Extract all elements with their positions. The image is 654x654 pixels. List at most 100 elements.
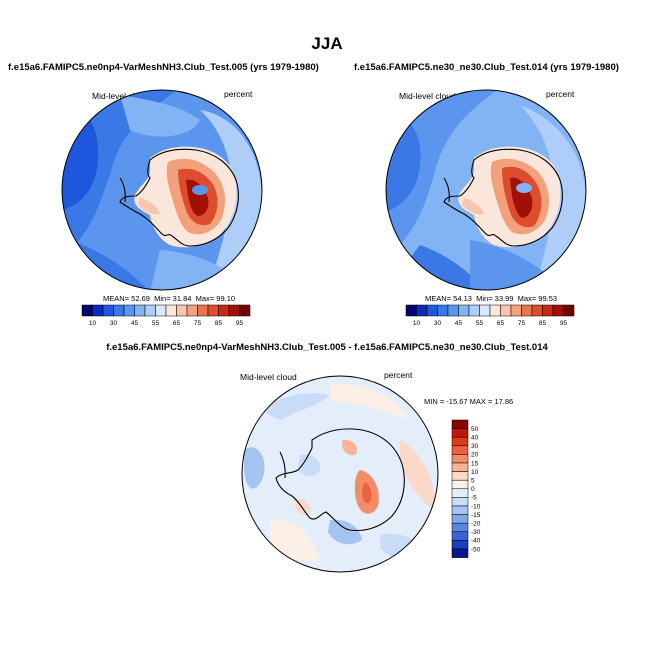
panel2-colorbar-tick: 10 [413,320,421,327]
panel1-title: f.e15a6.FAMIPC5.ne0np4-VarMeshNH3.Club_T… [8,62,319,73]
panel1-field-label: Mid-level cloud [92,91,149,101]
panel3-colorbar-tick: -15 [471,512,481,519]
panel2-colorbar-box [405,304,417,317]
panel2-colorbar-box [510,304,522,317]
panel3-colorbar-tick: -40 [471,538,481,545]
panel2-max-label: Max= [517,294,537,303]
panel1-stats: MEAN= 52.69 Min= 31.84 Max= 99.10 [103,294,235,303]
panel2-colorbar-tick: 95 [560,320,568,327]
panel3-colorbar-box [451,445,469,455]
panel1-mean-value: 52.69 [131,294,150,303]
panel1-colorbar-box [176,304,188,317]
panel1-min-label: Min= [154,294,171,303]
panel2-min-value: 33.99 [494,294,514,303]
panel2-colorbar-box [542,304,554,317]
panel2-colorbar-box [437,304,449,317]
panel1-colorbar-box [134,304,146,317]
panel1-map [62,90,262,290]
panel3-colorbar-tick: 15 [471,460,479,467]
panel2-colorbar-box [489,304,501,317]
panel3-field-label: Mid-level cloud [240,372,297,382]
panel2-units-label: percent [546,89,575,99]
panel3-colorbar-box [451,471,469,481]
panel3-colorbar-tick: 30 [471,443,479,450]
panel1-min-value: 31.84 [172,294,192,303]
panel3-colorbar-box [451,419,469,429]
panel2-max-value: 99.53 [538,294,558,303]
panel2-colorbar-tick: 65 [497,320,505,327]
panel1-colorbar-box [228,304,240,317]
panel1-colorbar-box [218,304,230,317]
panel1-colorbar-box [197,304,209,317]
panel3-colorbar-box [451,488,469,498]
panel1-colorbar-tick: 75 [194,320,202,327]
panel2-colorbar-box [531,304,543,317]
panel1-colorbar-box [144,304,156,317]
panel3-colorbar-box [451,462,469,472]
panel3-colorbar-box [451,531,469,541]
panel2-mean-label: MEAN= [425,294,452,303]
panel1-colorbar-tick: 85 [215,320,223,327]
panel3-colorbar-tick: 10 [471,469,479,476]
panel1-colorbar-box [155,304,167,317]
panel1-colorbar-box [207,304,219,317]
panel2-colorbar-tick: 55 [476,320,484,327]
panel1-max-label: Max= [195,294,215,303]
panel3-colorbar-tick: 20 [471,452,479,459]
panel3-colorbar-tick: 50 [471,426,479,433]
panel3-colorbar-box [451,436,469,447]
panel1-colorbar-tick: 65 [173,320,181,327]
panel3-colorbar-tick: -10 [471,503,481,510]
panel2-colorbar-box [468,304,480,317]
panel2-colorbar-box [552,304,564,317]
panel3-colorbar-tick: 5 [471,478,475,485]
panel3-colorbar-tick: -30 [471,529,481,536]
panel2-colorbar-box [426,304,438,317]
panel1-colorbar-box [123,304,135,317]
panel2-colorbar-tick: 85 [539,320,547,327]
panel1-colorbar-tick: 95 [236,320,244,327]
panel2-field-label: Mid-level cloud [399,91,456,101]
panel3-colorbar-box [451,505,469,515]
panel3-colorbar-box [451,479,469,490]
panel2-colorbar-tick: 75 [518,320,526,327]
panel3-colorbar-box [451,428,469,438]
panel2-colorbar-box [500,304,512,317]
panel1-colorbar-box [81,304,93,317]
panel3-units-label: percent [384,370,413,380]
panel2-colorbar-tick: 45 [455,320,463,327]
figure-title: JJA [311,34,343,53]
panel2-colorbar-box [563,304,575,317]
panel2-colorbar-box [458,304,470,317]
panel3-map [242,376,438,572]
panel1-mean-label: MEAN= [103,294,130,303]
panel2-mean-value: 54.13 [453,294,472,303]
panel3-colorbar-tick: -50 [471,546,481,553]
panel3-colorbar-box [451,497,469,507]
panel1-colorbar-tick: 45 [131,320,139,327]
panel3-colorbar-box [451,514,469,524]
panel3-colorbar-tick: 0 [471,486,475,493]
panel2-colorbar-tick: 30 [434,320,442,327]
panel1-colorbar-box [239,304,251,317]
panel3-title: f.e15a6.FAMIPC5.ne0np4-VarMeshNH3.Club_T… [106,342,548,353]
panel2-map [386,90,586,290]
panel3-colorbar-tick: -5 [471,495,477,502]
panel3-colorbar-box [451,540,469,550]
panel3-minmax: MIN = -15.67 MAX = 17.86 [424,397,514,406]
panel2-colorbar-box [479,304,491,317]
panel2-colorbar-box [521,304,533,317]
panel3-colorbar-box [451,454,469,464]
panel2-min-label: Min= [476,294,493,303]
panel1-colorbar-box [102,304,114,317]
panel1-colorbar-box [165,304,177,317]
panel1-colorbar-tick: 30 [110,320,118,327]
panel1-colorbar-tick: 10 [89,320,97,327]
panel2-stats: MEAN= 54.13 Min= 33.99 Max= 99.53 [425,294,557,303]
panel2-title: f.e15a6.FAMIPC5.ne30_ne30.Club_Test.014 … [354,62,619,73]
panel1-colorbar-box [186,304,198,317]
panel3-colorbar-tick: 40 [471,435,479,442]
panel1-max-value: 99.10 [216,294,236,303]
panel2-colorbar-box [447,304,459,317]
